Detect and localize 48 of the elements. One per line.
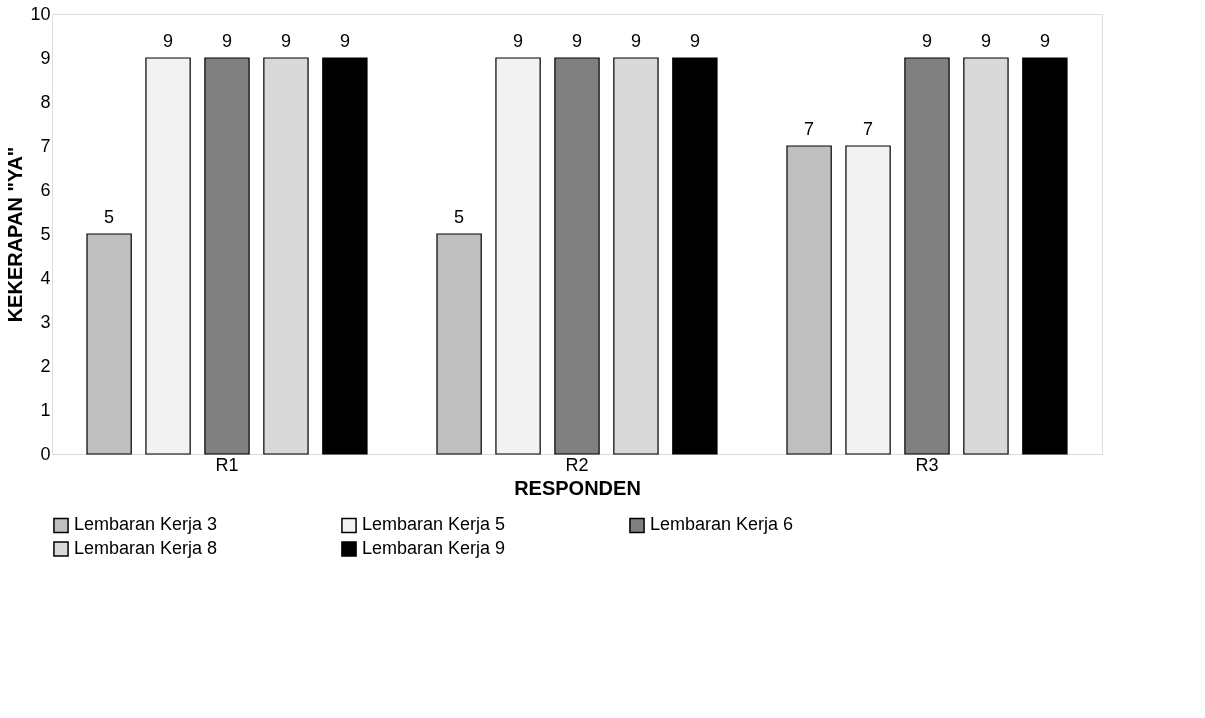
y-tick-label: 9: [40, 47, 51, 68]
y-tick-label: 8: [40, 91, 51, 112]
data-label: 9: [630, 31, 641, 51]
bar: [672, 57, 718, 455]
data-label: 9: [221, 31, 233, 51]
data-label: 9: [689, 31, 700, 51]
legend-label: Lembaran Kerja 3: [74, 514, 218, 535]
y-tick-label: 6: [40, 179, 51, 200]
legend-label: Lembaran Kerja 9: [362, 538, 506, 558]
data-label: 9: [980, 31, 991, 51]
x-tick-label: R2: [565, 454, 589, 475]
legend-label: Lembaran Kerja 5: [362, 514, 506, 535]
y-tick-label: 7: [40, 135, 51, 156]
y-tick-label: 0: [40, 443, 51, 464]
bar: [145, 57, 191, 455]
bar: [436, 233, 482, 455]
bar: [904, 57, 950, 455]
bar: [554, 57, 600, 455]
data-label: 9: [571, 31, 583, 51]
y-tick-label: 2: [40, 355, 51, 376]
data-label: 5: [104, 207, 115, 227]
data-label: 9: [280, 31, 291, 51]
data-label: 7: [804, 119, 815, 139]
bar: [322, 57, 368, 455]
data-label: 5: [454, 207, 465, 227]
x-tick-label: R1: [215, 454, 239, 475]
legend-label: Lembaran Kerja 6: [650, 514, 794, 535]
data-label: 9: [1039, 31, 1050, 51]
data-label: 9: [163, 31, 174, 51]
x-tick-label: R3: [915, 454, 939, 475]
bar: [86, 233, 132, 455]
bar: [845, 145, 891, 455]
x-axis-title: RESPONDEN: [514, 476, 641, 499]
data-label: 9: [513, 31, 524, 51]
y-tick-label: 3: [40, 311, 51, 332]
y-tick-label: 10: [30, 3, 51, 24]
bar: [495, 57, 541, 455]
y-tick-label: 1: [40, 399, 51, 420]
bar: [786, 145, 832, 455]
data-label: 9: [339, 31, 350, 51]
data-label: 7: [863, 119, 874, 139]
y-tick-label: 4: [40, 267, 51, 288]
data-label: 9: [921, 31, 933, 51]
bar: [204, 57, 250, 455]
bar: [1022, 57, 1068, 455]
y-tick-label: 5: [40, 223, 51, 244]
y-axis-title: KEKERAPAN "YA": [4, 146, 27, 323]
legend-label: Lembaran Kerja 8: [74, 538, 218, 558]
